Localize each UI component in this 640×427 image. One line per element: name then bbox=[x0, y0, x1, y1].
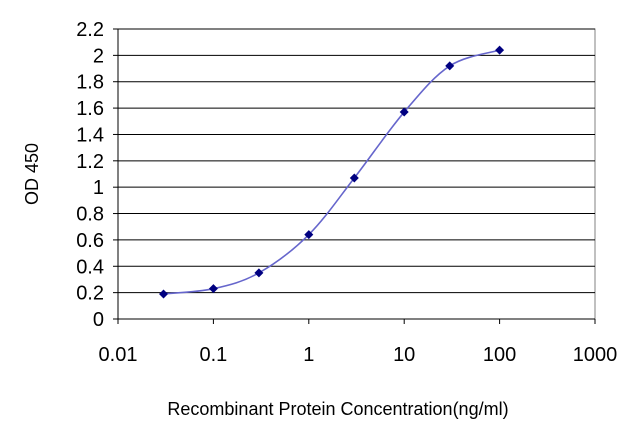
data-point-marker bbox=[254, 268, 264, 278]
data-point-marker bbox=[304, 230, 314, 240]
data-point-marker bbox=[445, 61, 455, 71]
y-axis-title: OD 450 bbox=[22, 143, 42, 205]
data-point-marker bbox=[495, 45, 505, 55]
data-point-marker bbox=[399, 107, 409, 117]
gridlines bbox=[118, 28, 595, 294]
x-tick-label: 1000 bbox=[573, 344, 618, 366]
y-tick-label: 1.8 bbox=[76, 72, 104, 94]
y-tick-label: 0.6 bbox=[76, 230, 104, 252]
y-tick-label: 1.4 bbox=[76, 124, 104, 146]
x-tick-label: 10 bbox=[393, 344, 415, 366]
x-tick-label: 0.01 bbox=[99, 344, 138, 366]
x-tick-label: 0.1 bbox=[199, 344, 227, 366]
data-point-marker bbox=[159, 289, 169, 299]
data-series bbox=[159, 45, 505, 299]
x-tick-label: 100 bbox=[483, 344, 516, 366]
y-tick-label: 1.2 bbox=[76, 151, 104, 173]
y-tick-label: 2 bbox=[93, 45, 104, 67]
x-axis-ticks: 0.01 0.1 1 10 100 1000 bbox=[99, 318, 618, 366]
y-tick-label: 0.4 bbox=[76, 256, 104, 278]
y-tick-label: 0.8 bbox=[76, 204, 104, 226]
y-tick-label: 0.2 bbox=[76, 283, 104, 305]
x-axis-title: Recombinant Protein Concentration(ng/ml) bbox=[167, 399, 508, 419]
y-tick-label: 2.2 bbox=[76, 19, 104, 41]
y-tick-label: 0 bbox=[93, 309, 104, 331]
data-point-marker bbox=[349, 173, 359, 183]
x-tick-label: 1 bbox=[303, 344, 314, 366]
data-point-marker bbox=[208, 284, 218, 294]
series-line bbox=[163, 49, 500, 295]
y-tick-label: 1.6 bbox=[76, 98, 104, 120]
y-tick-label: 1 bbox=[93, 177, 104, 199]
y-axis-ticks: 0 0.2 0.4 0.6 0.8 1 1.2 1.4 1.6 1.8 2 2.2 bbox=[76, 19, 119, 331]
